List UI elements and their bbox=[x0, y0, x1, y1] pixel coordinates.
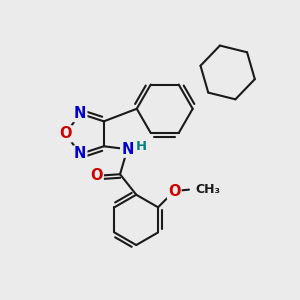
Text: O: O bbox=[59, 126, 72, 141]
Text: N: N bbox=[121, 142, 134, 157]
Text: H: H bbox=[136, 140, 147, 153]
Text: CH₃: CH₃ bbox=[195, 183, 220, 196]
Text: O: O bbox=[90, 168, 103, 183]
Text: N: N bbox=[74, 106, 86, 121]
Text: O: O bbox=[168, 184, 181, 199]
Text: N: N bbox=[74, 146, 86, 161]
